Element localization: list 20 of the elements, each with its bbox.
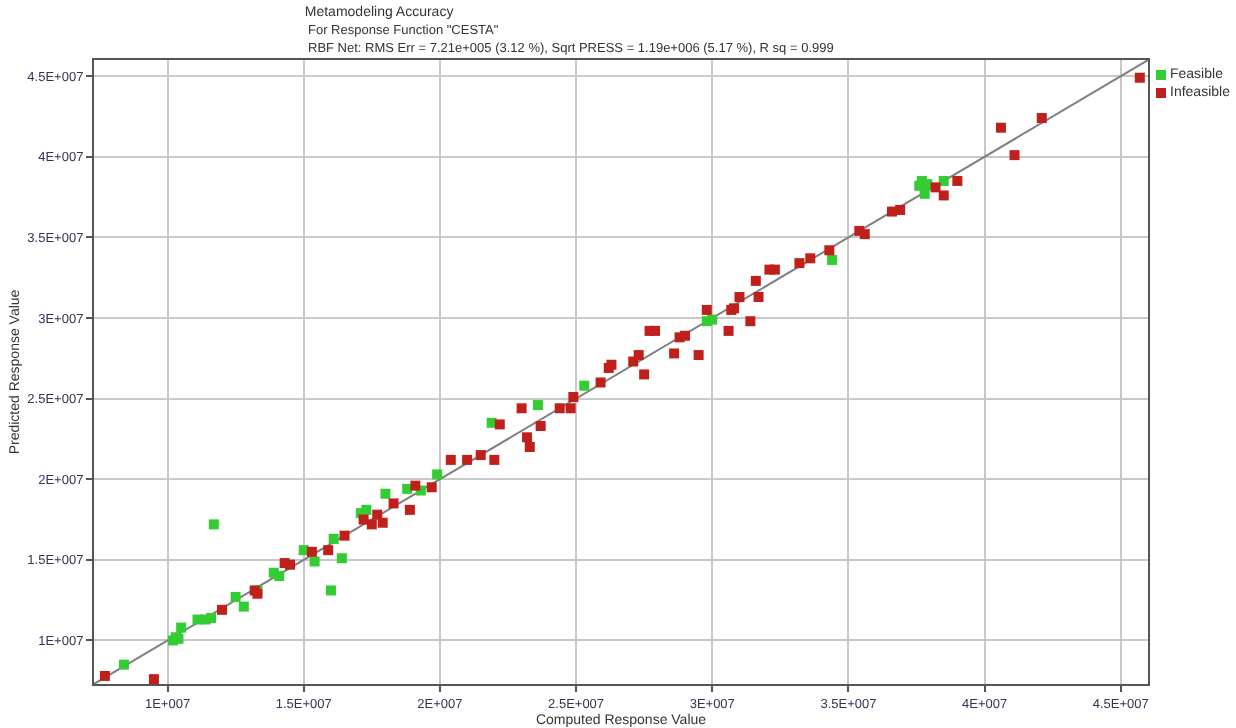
point xyxy=(579,380,590,391)
point xyxy=(176,622,187,633)
point xyxy=(707,314,718,325)
point xyxy=(336,553,347,564)
point xyxy=(919,188,930,199)
point xyxy=(380,488,391,499)
point xyxy=(938,175,949,186)
point xyxy=(827,254,838,265)
point xyxy=(432,469,443,480)
point xyxy=(208,519,219,530)
point xyxy=(238,601,249,612)
point xyxy=(328,533,339,544)
point xyxy=(309,556,320,567)
point xyxy=(230,591,241,602)
point xyxy=(361,504,372,515)
point xyxy=(118,659,129,670)
point xyxy=(206,612,217,623)
point xyxy=(532,400,543,411)
point xyxy=(325,585,336,596)
point xyxy=(274,570,285,581)
